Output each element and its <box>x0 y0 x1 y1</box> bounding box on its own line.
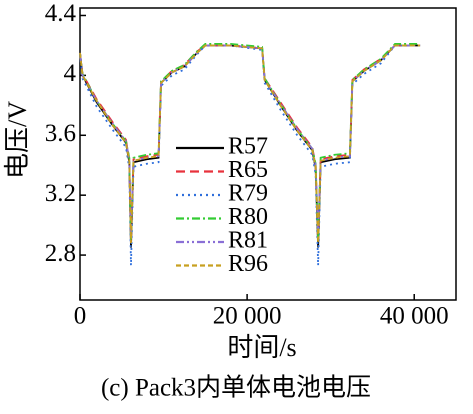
y-tick-label: 4 <box>64 60 77 87</box>
x-tick-label: 40 000 <box>380 303 449 330</box>
y-axis-label: 电压/V <box>3 101 32 179</box>
caption: (c) Pack3内单体电池电压 <box>101 374 371 402</box>
series-line <box>79 44 421 244</box>
legend-label: R57 <box>228 134 268 160</box>
legend-label: R80 <box>228 204 268 230</box>
y-tick-label: 4.4 <box>45 0 77 27</box>
legend-label: R81 <box>228 228 268 254</box>
y-tick-label: 2.8 <box>45 240 76 267</box>
y-tick-label: 3.6 <box>45 120 76 147</box>
x-tick-label: 20 000 <box>213 303 282 330</box>
legend-label: R79 <box>228 181 268 207</box>
legend-label: R65 <box>228 157 268 183</box>
x-axis-label: 时间/s <box>227 333 296 362</box>
plot-frame <box>79 7 457 301</box>
y-tick-label: 3.2 <box>45 180 76 207</box>
x-tick-label: 0 <box>74 303 87 330</box>
legend-label: R96 <box>228 251 268 277</box>
